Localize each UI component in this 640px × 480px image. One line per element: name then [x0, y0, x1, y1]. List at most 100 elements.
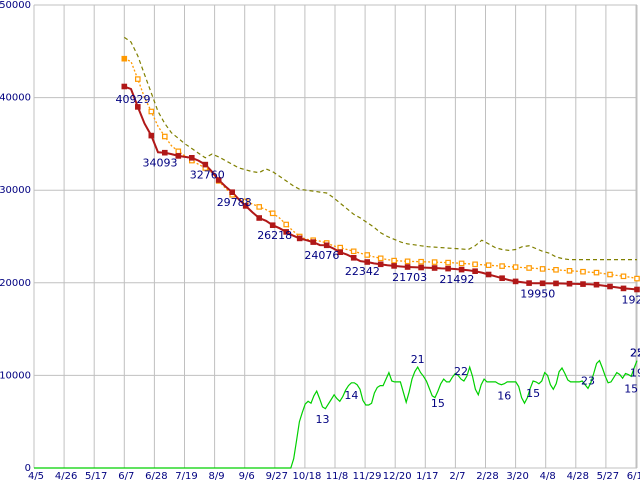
x-tick-label: 4/8 [540, 471, 556, 480]
data-marker-red [215, 177, 222, 183]
data-marker-red [175, 153, 182, 159]
y-tick-label: 40000 [0, 93, 31, 104]
red-data-label: 40929 [116, 93, 151, 106]
data-marker-red [377, 261, 384, 268]
data-marker-orange [593, 269, 600, 276]
series-line-olive [123, 36, 637, 261]
data-marker-orange [391, 257, 397, 264]
data-marker-orange [121, 55, 128, 62]
data-marker-red [364, 259, 370, 265]
red-data-label: 19280 [622, 294, 640, 307]
data-marker-orange [256, 204, 263, 210]
y-tick-label: 0 [25, 463, 31, 474]
x-axis-tick-labels: 4/5 4/26 5/17 6/7 6/28 7/19 8/9 9/6 9/27 10/18 11/… [28, 471, 640, 480]
x-tick-label: 2/7 [449, 471, 465, 480]
data-marker-red [431, 265, 438, 271]
x-tick-label: 12/20 [383, 471, 412, 480]
data-marker-red [607, 283, 613, 290]
data-marker-red [121, 83, 128, 90]
data-marker-red [418, 264, 424, 271]
data-marker-orange [634, 275, 640, 282]
data-marker-orange [512, 264, 519, 270]
green-data-label: 13 [316, 413, 330, 426]
green-data-label: 25 [630, 347, 640, 360]
data-marker-orange [418, 258, 424, 265]
data-marker-red [580, 281, 586, 287]
data-marker-orange [404, 258, 411, 265]
data-marker-red [620, 285, 627, 292]
x-tick-label: 11/8 [326, 471, 348, 480]
data-marker-red [634, 286, 640, 293]
data-marker-red [148, 132, 155, 139]
data-marker-red [445, 265, 451, 272]
x-tick-label: 7/19 [175, 471, 197, 480]
data-marker-red [323, 242, 330, 249]
data-marker-orange [377, 255, 384, 262]
x-tick-label: 10/18 [292, 471, 321, 480]
green-data-label: 23 [581, 374, 595, 387]
y-tick-label: 10000 [0, 370, 31, 381]
data-marker-red [526, 280, 532, 286]
data-marker-red [472, 268, 478, 274]
x-tick-label: 4/28 [567, 471, 589, 480]
data-marker-red [499, 275, 505, 281]
green-data-label: 15 [526, 387, 540, 400]
data-marker-red [135, 104, 141, 110]
data-marker-orange [431, 259, 438, 265]
data-marker-red [269, 222, 276, 228]
data-marker-orange [526, 265, 532, 271]
green-data-label: 21 [411, 353, 425, 366]
data-marker-orange [148, 108, 155, 115]
x-tick-label: 4/26 [55, 471, 77, 480]
data-marker-orange [539, 266, 546, 272]
x-tick-label: 8/9 [209, 471, 225, 480]
data-marker-red [202, 161, 209, 168]
data-marker-red [350, 255, 357, 261]
data-marker-orange [175, 148, 182, 155]
data-marker-orange [499, 263, 505, 269]
y-axis-tick-labels: 0 10000 20000 30000 40000 50000 [0, 0, 31, 474]
data-marker-red [229, 189, 235, 195]
data-marker-red [593, 281, 600, 288]
x-tick-label: 9/6 [239, 471, 255, 480]
x-tick-label: 1/17 [416, 471, 438, 480]
data-marker-red [553, 280, 559, 287]
data-marker-red [310, 239, 316, 245]
data-marker-red [242, 203, 249, 209]
green-data-label: 15 [624, 382, 638, 395]
y-tick-label: 30000 [0, 185, 31, 196]
x-tick-label: 6/28 [145, 471, 167, 480]
red-data-label: 22342 [345, 265, 380, 278]
data-marker-red [458, 266, 465, 273]
green-data-label: 15 [431, 397, 445, 410]
red-data-label: 24076 [304, 249, 339, 262]
series-line-green [34, 359, 638, 469]
red-data-label: 21492 [439, 273, 474, 286]
data-marker-orange [472, 261, 478, 268]
data-marker-orange [485, 262, 492, 269]
red-data-label: 26218 [257, 229, 292, 242]
data-marker-red [539, 280, 546, 287]
green-data-label: 19 [630, 367, 640, 380]
data-marker-orange [283, 221, 290, 228]
data-marker-red [566, 280, 573, 287]
data-marker-orange [135, 76, 141, 82]
data-marker-orange [364, 252, 371, 258]
data-marker-orange [458, 260, 465, 267]
red-data-label: 34093 [143, 156, 178, 169]
grid-lines [33, 4, 638, 469]
data-marker-red [512, 278, 519, 285]
data-marker-red [337, 249, 343, 255]
green-data-label: 22 [630, 347, 640, 360]
green-data-label: 14 [344, 389, 358, 402]
red-data-label: 29788 [217, 196, 252, 209]
x-tick-label: 2/28 [476, 471, 498, 480]
x-tick-label: 9/27 [266, 471, 288, 480]
data-marker-orange [445, 259, 451, 266]
green-data-label: 22 [454, 365, 468, 378]
series-markers [121, 55, 640, 293]
data-marker-red [189, 155, 195, 161]
x-tick-label: 4/5 [28, 471, 44, 480]
